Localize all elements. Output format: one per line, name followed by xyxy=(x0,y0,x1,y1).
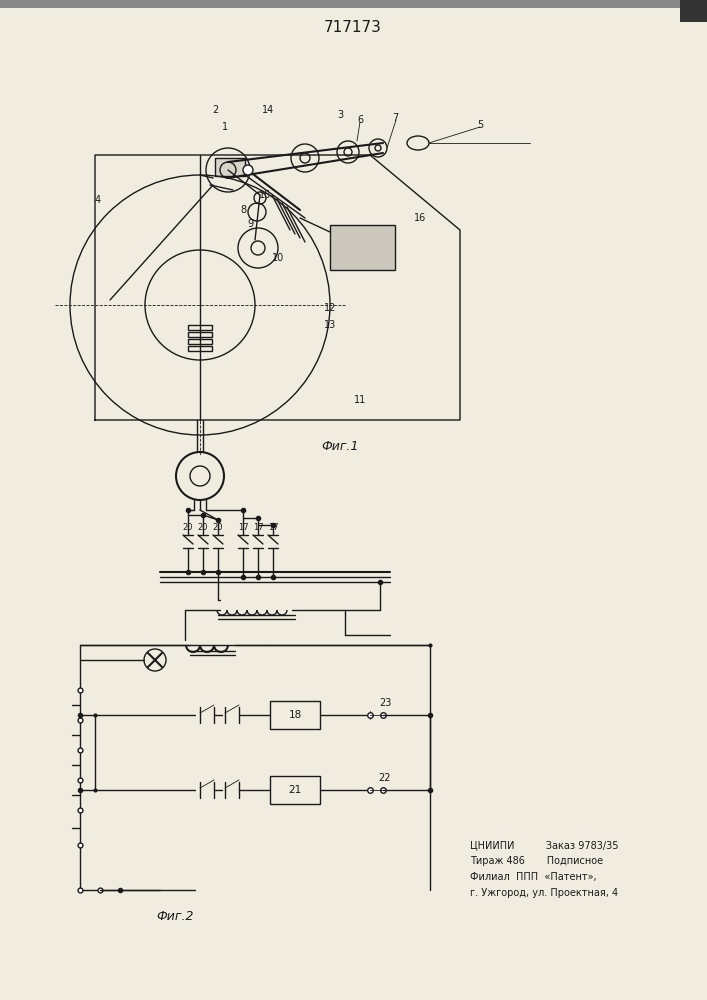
Text: Фиг.2: Фиг.2 xyxy=(156,910,194,923)
Text: ЦНИИПИ          Заказ 9783/35: ЦНИИПИ Заказ 9783/35 xyxy=(470,840,619,850)
Text: 17: 17 xyxy=(238,522,248,532)
Text: 18: 18 xyxy=(288,710,302,720)
Text: Фиг.1: Фиг.1 xyxy=(321,440,358,453)
Text: 17: 17 xyxy=(252,522,263,532)
Text: 13: 13 xyxy=(324,320,336,330)
Text: 2: 2 xyxy=(212,105,218,115)
Bar xyxy=(680,0,707,22)
Bar xyxy=(188,339,212,344)
Text: 7: 7 xyxy=(392,113,398,123)
Text: 10: 10 xyxy=(272,253,284,263)
Text: 12: 12 xyxy=(324,303,337,313)
Text: 20: 20 xyxy=(198,522,209,532)
Text: Филиал  ППП  «Патент»,: Филиал ППП «Патент», xyxy=(470,872,597,882)
Text: 17: 17 xyxy=(268,522,279,532)
Bar xyxy=(270,776,320,804)
Text: 11: 11 xyxy=(354,395,366,405)
Text: 6: 6 xyxy=(357,115,363,125)
Text: 1: 1 xyxy=(222,122,228,132)
Circle shape xyxy=(243,165,253,175)
Bar xyxy=(215,158,245,176)
Text: 3: 3 xyxy=(337,110,343,120)
Text: 15: 15 xyxy=(259,190,271,200)
Text: Тираж 486       Подписное: Тираж 486 Подписное xyxy=(470,856,603,866)
Text: 4: 4 xyxy=(95,195,101,205)
Bar xyxy=(188,325,212,330)
Bar xyxy=(330,225,395,270)
Text: 9: 9 xyxy=(247,219,253,229)
Bar xyxy=(270,701,320,729)
Bar xyxy=(188,346,212,351)
Text: 22: 22 xyxy=(379,773,391,783)
Text: 16: 16 xyxy=(414,213,426,223)
Text: г. Ужгород, ул. Проектная, 4: г. Ужгород, ул. Проектная, 4 xyxy=(470,888,618,898)
Bar xyxy=(188,332,212,337)
Bar xyxy=(0,0,707,8)
Text: 23: 23 xyxy=(379,698,391,708)
Text: 20: 20 xyxy=(182,522,193,532)
Text: 20: 20 xyxy=(213,522,223,532)
Text: 5: 5 xyxy=(477,120,483,130)
Text: 14: 14 xyxy=(262,105,274,115)
Text: 21: 21 xyxy=(288,785,302,795)
Text: 717173: 717173 xyxy=(324,20,382,35)
Text: 8: 8 xyxy=(240,205,246,215)
